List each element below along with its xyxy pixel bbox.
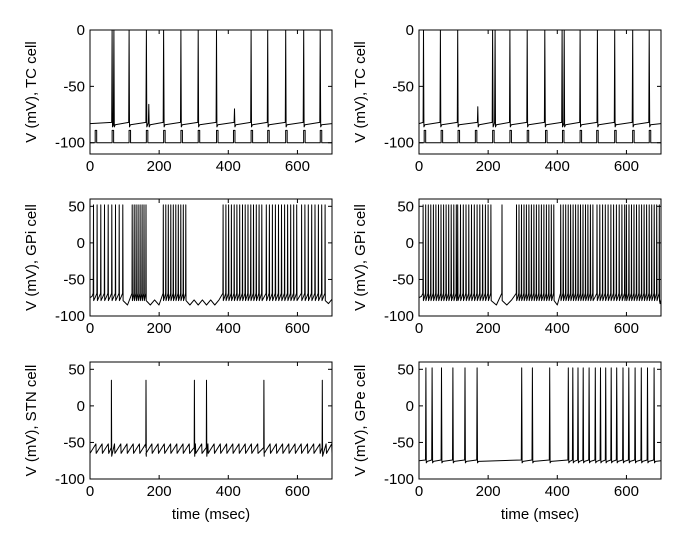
plot-frame [418,198,662,317]
y-tick-label: 50 [68,361,85,378]
y-tick-label: -100 [55,308,85,325]
y-tick-label: -50 [392,78,414,95]
x-tick-label: 0 [86,483,94,500]
panel-bottom-right: 0 200 400 600 -100 -50 0 50 V (mV), GPe cell time… [352,361,662,523]
x-tick-label: 600 [614,158,639,175]
plot-frame [418,361,662,480]
y-tick-label: -100 [384,471,414,488]
y-tick-label: -100 [384,135,414,152]
y-tick-label: 0 [77,235,85,252]
plot-frame [89,198,333,317]
y-axis-label: V (mV), TC cell [352,41,369,142]
panel-top-left: 0 200 400 600 -100 -50 0 V (mV), TC cell [23,22,333,175]
x-tick-label: 200 [147,158,172,175]
voltage-trace [90,204,332,306]
y-tick-label: -100 [384,308,414,325]
y-tick-label: 50 [68,198,85,215]
panel-middle-right: 0 200 400 600 -100 -50 0 50 V (mV), GPi cell [352,198,662,337]
plot-frame [89,361,333,480]
x-tick-label: 0 [86,320,94,337]
y-axis-label: V (mV), TC cell [23,41,40,142]
x-axis-label: time (msec) [172,506,250,523]
voltage-trace [419,204,661,306]
voltage-trace [419,367,661,464]
voltage-trace [90,30,332,128]
x-tick-label: 400 [216,483,241,500]
panel-top-right: 0 200 400 600 -100 -50 0 V (mV), TC cell [352,22,662,175]
x-tick-label: 200 [147,320,172,337]
y-tick-label: -100 [55,471,85,488]
y-tick-label: -50 [392,271,414,288]
y-tick-label: -50 [63,78,85,95]
x-tick-label: 600 [285,483,310,500]
x-tick-label: 200 [476,483,501,500]
x-tick-label: 200 [147,483,172,500]
x-tick-label: 200 [476,320,501,337]
voltage-trace [419,30,661,128]
stimulus-pulse-train [90,129,332,144]
x-tick-label: 400 [216,158,241,175]
x-tick-label: 600 [614,320,639,337]
y-tick-label: -50 [392,434,414,451]
x-tick-label: 200 [476,158,501,175]
x-tick-label: 600 [614,483,639,500]
y-axis-label: V (mV), GPi cell [23,204,40,311]
x-tick-label: 400 [216,320,241,337]
y-tick-label: -100 [55,135,85,152]
x-tick-label: 0 [415,483,423,500]
y-tick-label: 0 [77,22,85,39]
x-tick-label: 0 [415,158,423,175]
panel-bottom-left: 0 200 400 600 -100 -50 0 50 V (mV), STN cell time… [23,361,333,523]
y-tick-label: 0 [77,398,85,415]
y-tick-label: 0 [406,22,414,39]
y-tick-label: 0 [406,235,414,252]
y-tick-label: -50 [63,434,85,451]
x-tick-label: 600 [285,320,310,337]
x-tick-label: 400 [545,158,570,175]
x-tick-label: 0 [415,320,423,337]
x-axis-label: time (msec) [501,506,579,523]
x-tick-label: 400 [545,320,570,337]
y-axis-label: V (mV), GPi cell [352,204,369,311]
plot-frame [89,29,333,155]
x-tick-label: 0 [86,158,94,175]
x-tick-label: 600 [285,158,310,175]
panel-middle-left: 0 200 400 600 -100 -50 0 50 V (mV), GPi cell [23,198,333,337]
plot-frame [418,29,662,155]
y-tick-label: 50 [397,198,414,215]
stimulus-pulse-train [419,129,661,144]
y-tick-label: -50 [63,271,85,288]
y-axis-label: V (mV), GPe cell [352,365,369,477]
x-tick-label: 400 [545,483,570,500]
voltage-trace [90,379,332,457]
y-axis-label: V (mV), STN cell [23,365,40,477]
y-tick-label: 0 [406,398,414,415]
y-tick-label: 50 [397,361,414,378]
